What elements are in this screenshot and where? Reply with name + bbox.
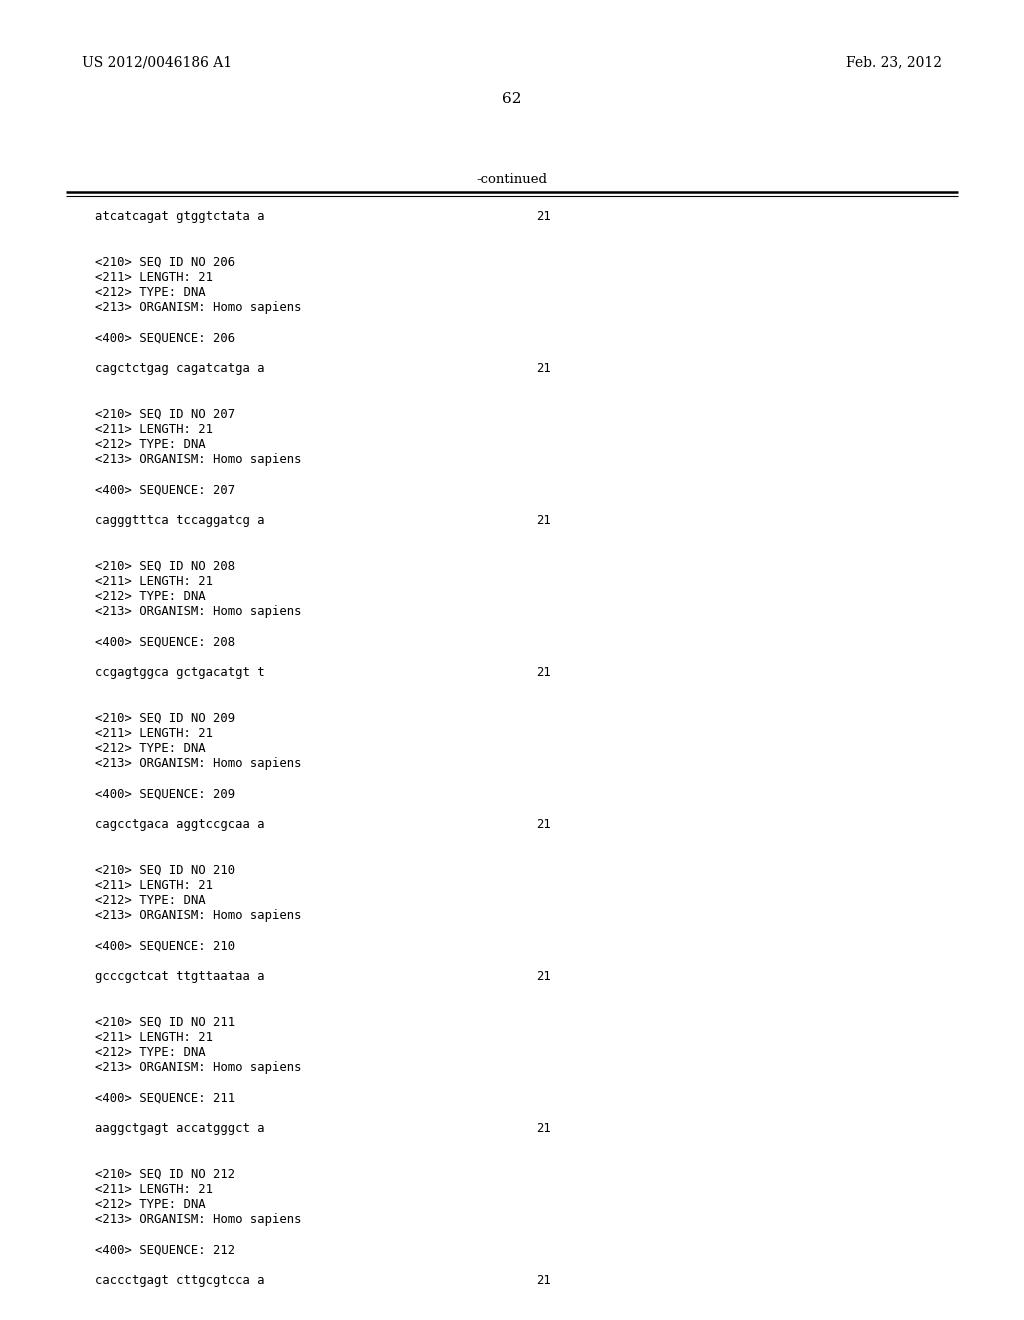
Text: 21: 21 bbox=[536, 513, 551, 527]
Text: US 2012/0046186 A1: US 2012/0046186 A1 bbox=[82, 55, 232, 69]
Text: 21: 21 bbox=[536, 1274, 551, 1287]
Text: <210> SEQ ID NO 210: <210> SEQ ID NO 210 bbox=[95, 863, 236, 876]
Text: <400> SEQUENCE: 211: <400> SEQUENCE: 211 bbox=[95, 1092, 236, 1105]
Text: 21: 21 bbox=[536, 970, 551, 983]
Text: <210> SEQ ID NO 209: <210> SEQ ID NO 209 bbox=[95, 711, 236, 725]
Text: gcccgctcat ttgttaataa a: gcccgctcat ttgttaataa a bbox=[95, 970, 264, 983]
Text: <213> ORGANISM: Homo sapiens: <213> ORGANISM: Homo sapiens bbox=[95, 909, 301, 923]
Text: <213> ORGANISM: Homo sapiens: <213> ORGANISM: Homo sapiens bbox=[95, 758, 301, 770]
Text: aaggctgagt accatgggct a: aaggctgagt accatgggct a bbox=[95, 1122, 264, 1135]
Text: <211> LENGTH: 21: <211> LENGTH: 21 bbox=[95, 574, 213, 587]
Text: caccctgagt cttgcgtcca a: caccctgagt cttgcgtcca a bbox=[95, 1274, 264, 1287]
Text: <212> TYPE: DNA: <212> TYPE: DNA bbox=[95, 742, 206, 755]
Text: <210> SEQ ID NO 206: <210> SEQ ID NO 206 bbox=[95, 256, 236, 268]
Text: <210> SEQ ID NO 211: <210> SEQ ID NO 211 bbox=[95, 1015, 236, 1028]
Text: -continued: -continued bbox=[476, 173, 548, 186]
Text: <212> TYPE: DNA: <212> TYPE: DNA bbox=[95, 1199, 206, 1210]
Text: <210> SEQ ID NO 208: <210> SEQ ID NO 208 bbox=[95, 560, 236, 573]
Text: <400> SEQUENCE: 207: <400> SEQUENCE: 207 bbox=[95, 483, 236, 496]
Text: 62: 62 bbox=[502, 92, 522, 106]
Text: <400> SEQUENCE: 209: <400> SEQUENCE: 209 bbox=[95, 788, 236, 801]
Text: <211> LENGTH: 21: <211> LENGTH: 21 bbox=[95, 1183, 213, 1196]
Text: cagcctgaca aggtccgcaa a: cagcctgaca aggtccgcaa a bbox=[95, 818, 264, 832]
Text: ccgagtggca gctgacatgt t: ccgagtggca gctgacatgt t bbox=[95, 667, 264, 678]
Text: <212> TYPE: DNA: <212> TYPE: DNA bbox=[95, 286, 206, 300]
Text: <212> TYPE: DNA: <212> TYPE: DNA bbox=[95, 590, 206, 603]
Text: 21: 21 bbox=[536, 362, 551, 375]
Text: 21: 21 bbox=[536, 818, 551, 832]
Text: cagctctgag cagatcatga a: cagctctgag cagatcatga a bbox=[95, 362, 264, 375]
Text: <400> SEQUENCE: 210: <400> SEQUENCE: 210 bbox=[95, 940, 236, 953]
Text: <211> LENGTH: 21: <211> LENGTH: 21 bbox=[95, 1031, 213, 1044]
Text: <400> SEQUENCE: 212: <400> SEQUENCE: 212 bbox=[95, 1243, 236, 1257]
Text: <213> ORGANISM: Homo sapiens: <213> ORGANISM: Homo sapiens bbox=[95, 453, 301, 466]
Text: <213> ORGANISM: Homo sapiens: <213> ORGANISM: Homo sapiens bbox=[95, 605, 301, 618]
Text: <211> LENGTH: 21: <211> LENGTH: 21 bbox=[95, 879, 213, 892]
Text: <211> LENGTH: 21: <211> LENGTH: 21 bbox=[95, 271, 213, 284]
Text: <212> TYPE: DNA: <212> TYPE: DNA bbox=[95, 1045, 206, 1059]
Text: <211> LENGTH: 21: <211> LENGTH: 21 bbox=[95, 422, 213, 436]
Text: <210> SEQ ID NO 207: <210> SEQ ID NO 207 bbox=[95, 408, 236, 421]
Text: cagggtttca tccaggatcg a: cagggtttca tccaggatcg a bbox=[95, 513, 264, 527]
Text: <210> SEQ ID NO 212: <210> SEQ ID NO 212 bbox=[95, 1168, 236, 1180]
Text: <211> LENGTH: 21: <211> LENGTH: 21 bbox=[95, 727, 213, 739]
Text: <400> SEQUENCE: 208: <400> SEQUENCE: 208 bbox=[95, 636, 236, 648]
Text: <213> ORGANISM: Homo sapiens: <213> ORGANISM: Homo sapiens bbox=[95, 1213, 301, 1226]
Text: <400> SEQUENCE: 206: <400> SEQUENCE: 206 bbox=[95, 331, 236, 345]
Text: <213> ORGANISM: Homo sapiens: <213> ORGANISM: Homo sapiens bbox=[95, 301, 301, 314]
Text: 21: 21 bbox=[536, 210, 551, 223]
Text: <213> ORGANISM: Homo sapiens: <213> ORGANISM: Homo sapiens bbox=[95, 1061, 301, 1074]
Text: 21: 21 bbox=[536, 1122, 551, 1135]
Text: <212> TYPE: DNA: <212> TYPE: DNA bbox=[95, 894, 206, 907]
Text: <212> TYPE: DNA: <212> TYPE: DNA bbox=[95, 438, 206, 451]
Text: atcatcagat gtggtctata a: atcatcagat gtggtctata a bbox=[95, 210, 264, 223]
Text: Feb. 23, 2012: Feb. 23, 2012 bbox=[846, 55, 942, 69]
Text: 21: 21 bbox=[536, 667, 551, 678]
